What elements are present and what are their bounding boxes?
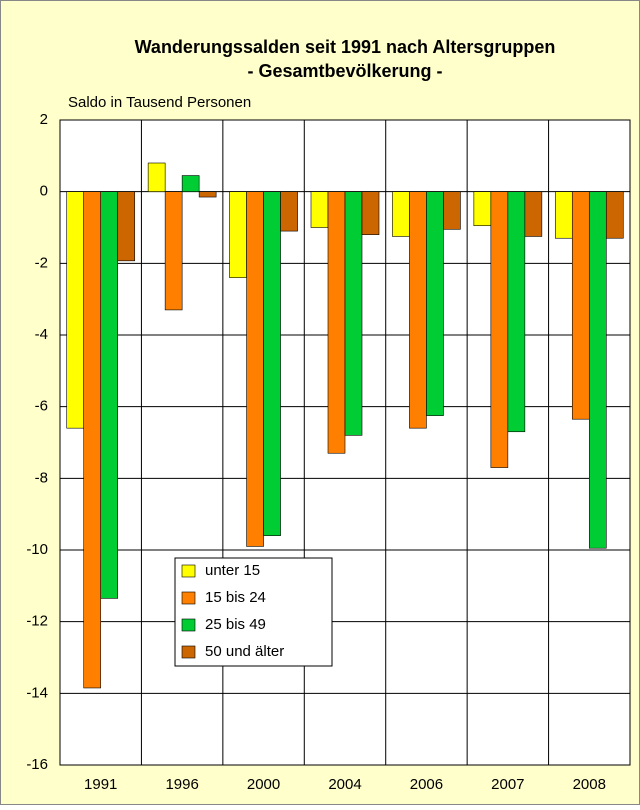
- bar: [473, 191, 492, 227]
- x-tick-label: 1996: [165, 776, 198, 793]
- legend-box: [174, 557, 333, 667]
- bar: [100, 191, 119, 599]
- y-tick-label: -2: [35, 254, 48, 271]
- y-tick-label: -12: [26, 613, 48, 630]
- y-tick-label: -8: [35, 469, 48, 486]
- x-tick-label: 2007: [491, 776, 524, 793]
- bar: [263, 191, 281, 536]
- bar: [327, 191, 346, 454]
- bar: [198, 191, 217, 198]
- bar: [588, 191, 607, 549]
- bar: [344, 191, 363, 436]
- y-tick-label: -6: [35, 398, 48, 415]
- bar: [117, 191, 136, 262]
- y-tick-label: -16: [26, 756, 48, 773]
- bar: [83, 191, 102, 689]
- legend-label: unter 15: [205, 562, 260, 579]
- legend-label: 50 und älter: [205, 643, 284, 660]
- bar: [164, 191, 183, 311]
- legend-swatch: [181, 618, 196, 632]
- bar: [66, 191, 85, 429]
- bar: [554, 191, 573, 239]
- x-tick-label: 2008: [573, 776, 606, 793]
- bar: [507, 191, 526, 433]
- legend-swatch: [181, 564, 196, 578]
- y-tick-label: -10: [26, 541, 48, 558]
- x-tick-label: 2004: [328, 776, 361, 793]
- bar: [310, 191, 329, 228]
- legend-label: 15 bis 24: [205, 589, 266, 606]
- y-axis-label: Saldo in Tausend Personen: [68, 94, 251, 111]
- y-tick-label: 2: [40, 111, 48, 128]
- bar: [246, 191, 264, 547]
- legend-swatch: [181, 645, 196, 659]
- bar: [443, 191, 461, 230]
- x-tick-label: 2000: [247, 776, 280, 793]
- legend-swatch: [181, 591, 196, 605]
- y-tick-label: -4: [35, 326, 48, 343]
- bar: [605, 191, 624, 239]
- bar: [490, 191, 509, 468]
- bar: [409, 191, 427, 429]
- legend-label: 25 bis 49: [205, 616, 266, 633]
- x-tick-label: 2006: [410, 776, 443, 793]
- bar: [229, 191, 247, 278]
- bar: [524, 191, 543, 237]
- bar: [181, 175, 200, 192]
- bar: [361, 191, 380, 235]
- y-tick-label: 0: [40, 183, 48, 200]
- bar: [147, 162, 166, 192]
- x-tick-label: 1991: [84, 776, 117, 793]
- y-tick-label: -14: [26, 684, 48, 701]
- bar: [280, 191, 298, 232]
- chart-subtitle: - Gesamtbevölkerung -: [247, 61, 442, 81]
- bar: [426, 191, 444, 416]
- chart-title: Wanderungssalden seit 1991 nach Altersgr…: [135, 37, 556, 57]
- bar: [392, 191, 410, 237]
- bar: [571, 191, 590, 420]
